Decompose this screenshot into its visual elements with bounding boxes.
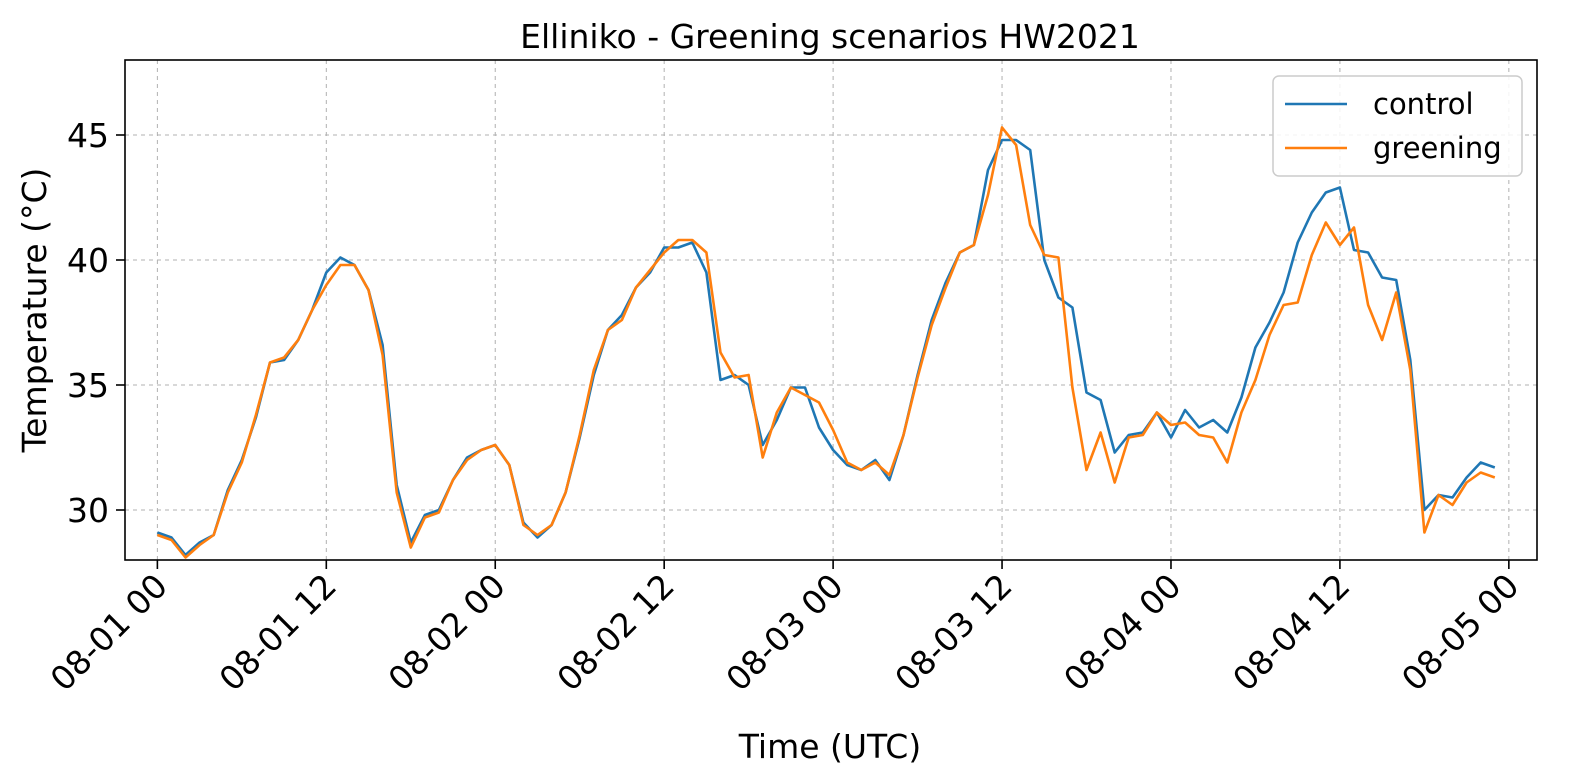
series-layer <box>156 126 1496 559</box>
x-tick-label: 08-01 12 <box>211 566 343 698</box>
x-tick-label: 08-01 00 <box>43 566 175 698</box>
legend-label-greening: greening <box>1373 131 1502 165</box>
chart-title: Elliniko - Greening scenarios HW2021 <box>520 17 1140 56</box>
plot-frame <box>124 59 1538 561</box>
y-tick-label: 45 <box>67 116 109 155</box>
legend-box <box>1272 75 1523 177</box>
legend: control greening <box>1272 75 1523 177</box>
x-tick-label: 08-04 12 <box>1225 566 1357 698</box>
series-line-greening <box>156 126 1496 559</box>
x-tick-label: 08-04 00 <box>1056 566 1188 698</box>
y-axis-label: Temperature (°C) <box>15 168 54 454</box>
x-tick-label: 08-02 00 <box>380 566 512 698</box>
x-tick-label: 08-02 12 <box>549 566 681 698</box>
ticks: 30 35 40 45 08-01 00 08-01 12 08-02 00 08-02 12… <box>43 116 1527 699</box>
y-tick-label: 30 <box>67 491 109 530</box>
y-tick-label: 35 <box>67 366 109 405</box>
x-tick-label: 08-05 00 <box>1394 566 1526 698</box>
legend-label-control: control <box>1373 87 1474 121</box>
x-tick-label: 08-03 12 <box>887 566 1019 698</box>
series-line-control <box>156 138 1496 557</box>
x-tick-label: 08-03 00 <box>718 566 850 698</box>
x-axis-label: Time (UTC) <box>738 727 921 766</box>
y-tick-label: 40 <box>67 241 109 280</box>
